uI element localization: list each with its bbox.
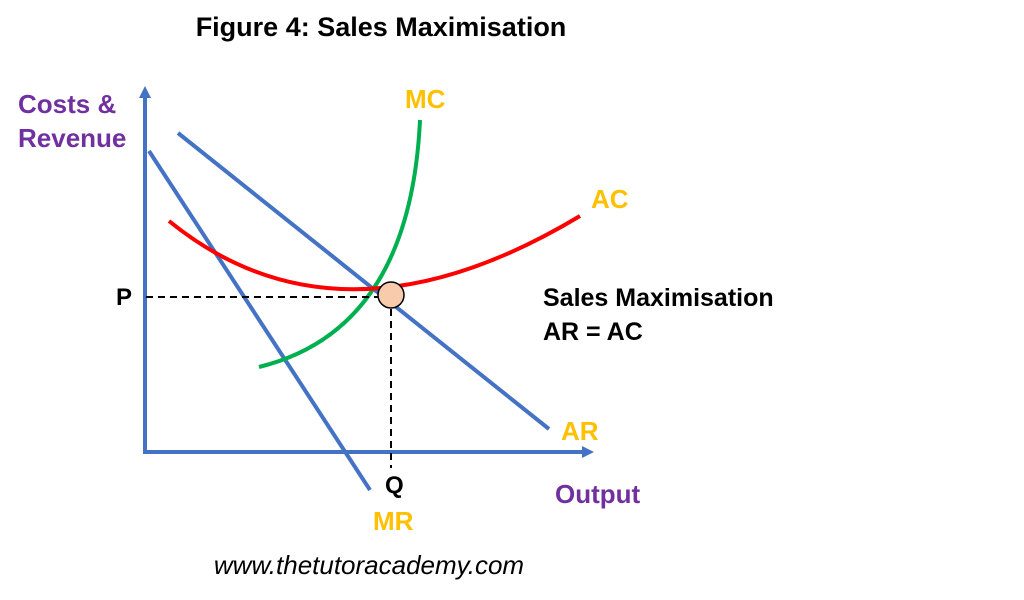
mc-curve	[258, 119, 422, 369]
quantity-label: Q	[385, 472, 404, 499]
equilibrium-point	[377, 281, 405, 309]
x-axis-label: Output	[555, 479, 641, 509]
ac-label: AC	[591, 184, 629, 214]
mr-curve	[147, 149, 372, 492]
figure-title: Figure 4: Sales Maximisation	[196, 12, 567, 42]
ar-label: AR	[561, 416, 599, 446]
annotation-line2: AR = AC	[543, 318, 643, 346]
y-axis-label-line1: Costs &	[18, 89, 116, 119]
y-axis-label-line2: Revenue	[18, 123, 126, 153]
mr-label: MR	[373, 506, 414, 536]
ar-curve	[176, 131, 551, 431]
annotation-line1: Sales Maximisation	[543, 284, 774, 312]
ac-curve	[167, 214, 582, 292]
price-label: P	[116, 284, 132, 311]
footer-url: www.thetutoracademy.com	[214, 550, 524, 580]
mc-label: MC	[405, 84, 446, 114]
